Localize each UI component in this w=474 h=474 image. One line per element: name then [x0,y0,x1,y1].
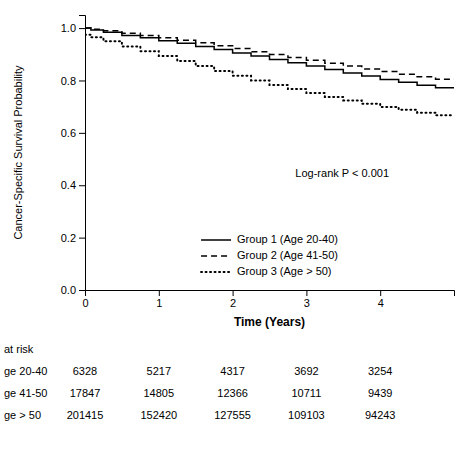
legend-swatch [201,271,231,273]
tick-label: 0.4 [61,179,76,191]
legend-label: Group 1 (Age 20-40) [237,233,338,245]
tick-mark [79,290,85,291]
legend-swatch [201,255,231,257]
x-axis-line [86,291,455,297]
at-risk-value: 14805 [144,387,175,399]
at-risk-value: 12366 [217,387,248,399]
x-axis: 0 1 2 3 4 [82,290,454,309]
tick-label: 0 [82,297,88,309]
tick-mark [79,185,85,186]
tick-mark [79,133,85,134]
tick-mark [306,290,307,296]
at-risk-value: 94243 [365,409,396,421]
tick-mark [79,28,85,29]
at-risk-row-label: ge 41-50 [4,387,47,399]
tick-mark [233,290,234,296]
tick: 0.4 [61,179,85,191]
at-risk-row-label: ge > 50 [4,409,41,421]
tick-label: 1.0 [61,22,76,34]
at-risk-value: 10711 [292,387,322,399]
at-risk-value: 5217 [147,365,171,377]
tick-mark [79,238,85,239]
y-axis: 0.0 0.2 0.4 0.6 0.8 1.0 [61,16,86,297]
tick: 1 [156,290,162,309]
at-risk-value: 9439 [368,387,392,399]
at-risk-value: 17847 [70,387,101,399]
legend-item: Group 2 (Age 41-50) [201,249,338,261]
at-risk-row-label: ge 20-40 [4,365,47,377]
tick: 0.6 [61,127,85,139]
tick: 0.2 [61,232,85,244]
survival-line [85,28,454,88]
tick: 0.8 [61,74,85,86]
tick-mark [79,80,85,81]
tick: 2 [230,290,236,309]
legend-label: Group 3 (Age > 50) [237,265,331,277]
at-risk-value: 3692 [294,365,318,377]
tick-label: 2 [230,297,236,309]
tick-label: 1 [156,297,162,309]
tick-label: 3 [304,297,310,309]
at-risk-value: 152420 [140,409,177,421]
tick-label: 0.6 [61,127,76,139]
chart: 0 1 2 3 4 0.0 0.2 0.4 0.6 0.8 1.0 Time (Years) Cance… [0,0,474,474]
at-risk-value: 109103 [288,409,325,421]
legend: Group 1 (Age 20-40) Group 2 (Age 41-50) Gr… [201,233,338,277]
tick: 4 [378,290,384,309]
at-risk-value: 4317 [220,365,244,377]
tick: 1.0 [61,22,85,34]
annotation: Log-rank P < 0.001 [295,167,389,179]
tick-label: 4 [378,297,384,309]
survival-line [85,35,454,116]
legend-item: Group 3 (Age > 50) [201,265,331,277]
legend-label: Group 2 (Age 41-50) [237,249,338,261]
at-risk-title: at risk [4,343,34,355]
tick-label: 0.0 [61,284,76,296]
tick: 0.0 [61,284,85,296]
at-risk-value: 127555 [214,409,251,421]
tick-mark [159,290,160,296]
tick: 0 [82,290,88,309]
tick: 3 [304,290,310,309]
y-axis-line [79,16,86,291]
at-risk-value: 6328 [73,365,97,377]
at-risk-value: 201415 [67,409,104,421]
at-risk-value: 3254 [368,365,392,377]
x-axis-title: Time (Years) [234,315,305,329]
y-axis-title: Cancer-Specific Survival Probability [12,65,24,240]
legend-item: Group 1 (Age 20-40) [201,233,338,245]
tick-mark [380,290,381,296]
legend-swatch [201,239,231,241]
tick-label: 0.2 [61,232,76,244]
tick-label: 0.8 [61,74,76,86]
plot-area [85,28,454,115]
at-risk-table: at risk ge 20-40 6328 5217 4317 3692 3254 ge 41… [4,343,395,421]
survival-line [85,28,454,79]
